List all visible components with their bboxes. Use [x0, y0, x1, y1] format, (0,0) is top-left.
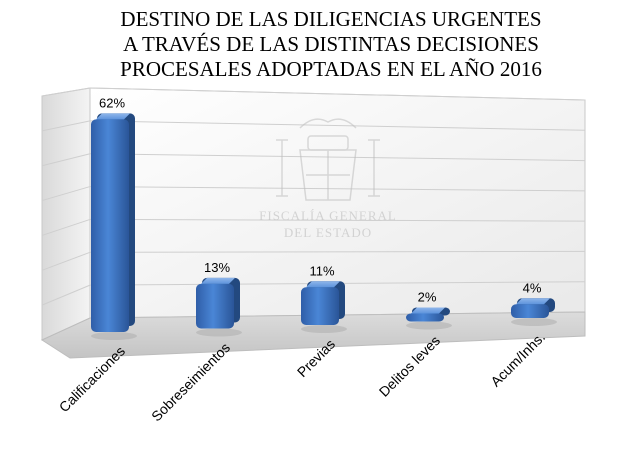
bar-front — [406, 313, 444, 322]
bar-shadow — [511, 318, 557, 326]
gridline — [89, 250, 586, 253]
bar-front — [196, 283, 234, 329]
data-label: 62% — [99, 95, 125, 110]
watermark-line-2: DEL ESTADO — [284, 225, 372, 240]
data-label: 2% — [418, 290, 437, 305]
gridline — [41, 218, 91, 236]
bar-series — [91, 113, 557, 340]
bar-front — [301, 287, 339, 325]
bar — [301, 281, 347, 333]
bar — [196, 277, 242, 337]
bar-shadow — [91, 332, 137, 340]
data-label: 4% — [523, 280, 542, 295]
chart-title-line-3: PROCESALES ADOPTADAS EN EL AÑO 2016 — [120, 57, 542, 81]
bar-shadow — [196, 328, 242, 337]
gridline — [41, 153, 91, 167]
gridline — [41, 251, 91, 271]
bar — [511, 298, 557, 326]
bar-top — [411, 307, 445, 314]
data-label: 13% — [204, 260, 230, 275]
chart-title: DESTINO DE LAS DILIGENCIAS URGENTES A TR… — [120, 7, 542, 81]
gridline — [41, 284, 91, 306]
bar-front — [91, 119, 129, 332]
gridline — [89, 87, 586, 101]
bar-top — [96, 113, 130, 120]
watermark-line-1: FISCALÍA GENERAL — [259, 208, 397, 223]
bar — [91, 113, 137, 340]
bar — [406, 307, 452, 330]
gridline — [41, 120, 91, 132]
data-label: 11% — [309, 263, 334, 278]
watermark: FISCALÍA GENERAL DEL ESTADO — [259, 118, 397, 240]
coat-of-arms-icon — [276, 118, 380, 201]
gridline — [89, 120, 586, 131]
bar-top — [516, 298, 550, 305]
gridlines — [41, 87, 586, 306]
gridline — [41, 87, 91, 97]
gridline — [89, 218, 586, 222]
data-labels: 62% 13% 11% 2% 4% — [99, 95, 542, 304]
gridline — [89, 153, 586, 162]
gridline — [41, 186, 91, 202]
floor — [40, 311, 586, 359]
bar-top — [306, 281, 340, 288]
bar-shadow — [406, 321, 452, 330]
chart-title-line-2: A TRAVÉS DE LAS DISTINTAS DECISIONES — [123, 32, 539, 56]
bar-front — [511, 304, 549, 318]
bar-shadow — [301, 325, 347, 333]
bar-top — [201, 277, 235, 284]
chart-title-line-1: DESTINO DE LAS DILIGENCIAS URGENTES — [120, 7, 541, 31]
gridline — [89, 186, 586, 192]
